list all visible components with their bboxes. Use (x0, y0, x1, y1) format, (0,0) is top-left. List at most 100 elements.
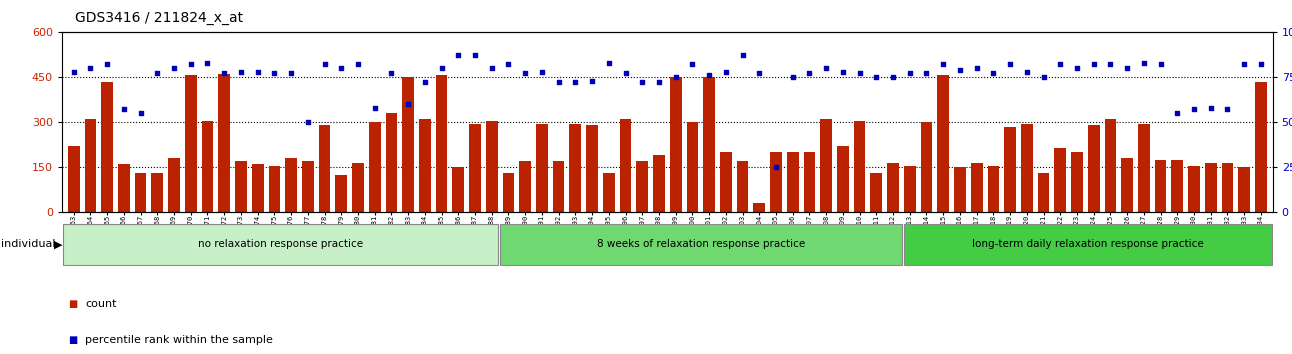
Point (97, 62, 118, 67)
Point (314, 62, 335, 67)
Bar (536, 124, 548, 212)
Point (749, 70, 770, 76)
Bar (587, 125, 598, 212)
Point (766, 164, 787, 170)
Point (130, 110, 151, 116)
Point (531, 69, 552, 74)
Point (1183, 107, 1204, 112)
Text: percentile rank within the sample: percentile rank within the sample (85, 335, 273, 345)
Bar (252, 164, 264, 212)
Point (1217, 107, 1238, 112)
Point (147, 70, 168, 76)
Point (1167, 110, 1187, 116)
Bar (134, 173, 146, 212)
Bar (503, 173, 514, 212)
Point (415, 80, 435, 85)
Point (114, 107, 134, 112)
Bar (888, 163, 899, 212)
Bar (1004, 127, 1016, 212)
Text: individual: individual (1, 239, 56, 249)
Bar (519, 161, 531, 212)
Point (1034, 74, 1054, 80)
Text: no relaxation response practice: no relaxation response practice (198, 239, 363, 249)
Point (665, 74, 686, 80)
Bar (368, 122, 381, 212)
Bar (1054, 148, 1066, 212)
Bar (1071, 152, 1083, 212)
Bar (1105, 119, 1116, 212)
Point (1050, 62, 1071, 67)
Point (198, 60, 218, 65)
Bar (151, 173, 163, 212)
Point (682, 62, 703, 67)
Point (565, 80, 585, 85)
Bar (652, 155, 665, 212)
Point (1084, 62, 1105, 67)
Point (331, 65, 351, 71)
Point (866, 74, 886, 80)
Bar (286, 158, 297, 212)
Point (882, 74, 903, 80)
Bar (235, 161, 247, 212)
Point (649, 80, 669, 85)
Bar (185, 75, 196, 212)
Point (1099, 62, 1120, 67)
Bar (753, 203, 765, 212)
Bar (570, 124, 581, 212)
Bar (486, 121, 497, 212)
Bar (837, 146, 849, 212)
Bar (68, 146, 80, 212)
Bar (1222, 163, 1234, 212)
Point (1200, 105, 1221, 110)
Bar (1037, 173, 1049, 212)
Bar (921, 122, 933, 212)
Bar (385, 113, 397, 212)
Bar (703, 77, 714, 212)
Point (899, 70, 920, 76)
Point (983, 70, 1004, 76)
Bar (168, 158, 180, 212)
Bar (804, 152, 815, 212)
Point (1133, 60, 1154, 65)
Bar (987, 166, 999, 212)
Bar (953, 167, 966, 212)
Bar (1088, 125, 1099, 212)
Point (465, 52, 486, 58)
Point (398, 101, 419, 107)
Bar (620, 119, 632, 212)
Bar (871, 173, 882, 212)
Point (297, 119, 318, 125)
Point (381, 70, 402, 76)
Bar (938, 75, 950, 212)
Text: 8 weeks of relaxation response practice: 8 weeks of relaxation response practice (597, 239, 805, 249)
Point (348, 62, 368, 67)
Bar (603, 173, 615, 212)
Bar (500, 224, 902, 265)
Bar (669, 77, 682, 212)
Text: ▶: ▶ (54, 239, 63, 249)
Bar (319, 125, 331, 212)
Bar (1238, 167, 1251, 212)
Point (1150, 62, 1171, 67)
Bar (787, 152, 798, 212)
Bar (1121, 158, 1133, 212)
Bar (854, 121, 866, 212)
Bar (84, 119, 97, 212)
Point (598, 60, 619, 65)
Point (849, 70, 870, 76)
Point (181, 62, 202, 67)
Bar (218, 74, 230, 212)
Bar (1155, 160, 1167, 212)
Point (1234, 62, 1255, 67)
Bar (1205, 163, 1217, 212)
Bar (903, 224, 1271, 265)
Point (432, 65, 452, 71)
Bar (419, 119, 430, 212)
Bar (353, 163, 364, 212)
Bar (302, 161, 314, 212)
Point (832, 69, 853, 74)
Bar (435, 75, 447, 212)
Bar (202, 121, 213, 212)
Text: long-term daily relaxation response practice: long-term daily relaxation response prac… (972, 239, 1204, 249)
Point (716, 69, 736, 74)
